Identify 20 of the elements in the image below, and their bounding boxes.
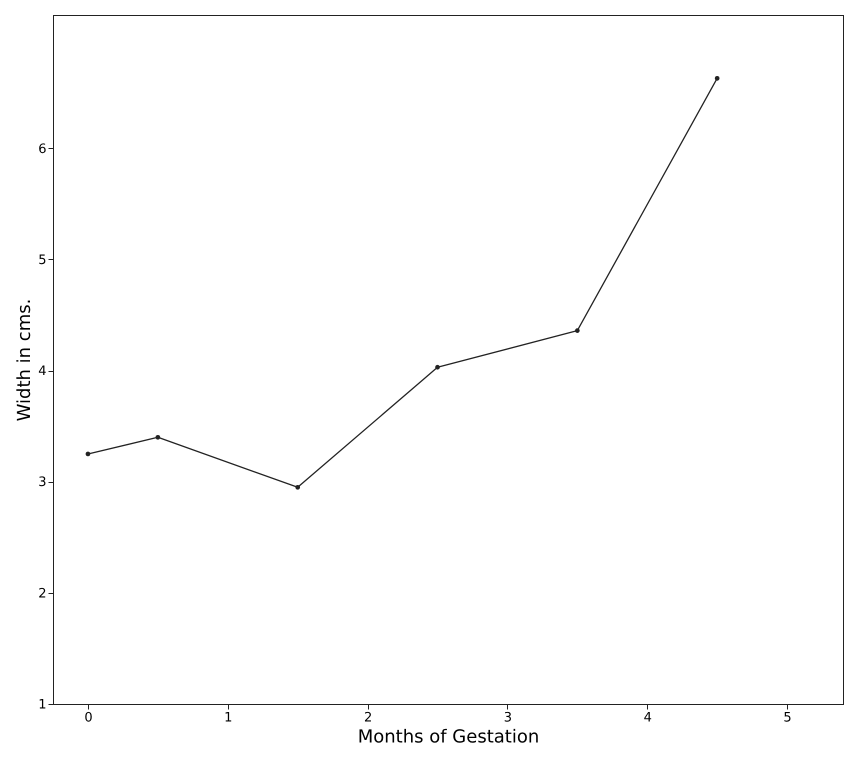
y-tick-label: 4 bbox=[38, 364, 46, 380]
point bbox=[156, 434, 160, 440]
point bbox=[86, 452, 90, 456]
point bbox=[574, 328, 580, 333]
x-tick-label: 4 bbox=[644, 710, 652, 726]
x-tick-label: 2 bbox=[364, 710, 372, 726]
x-tick-label: 5 bbox=[783, 710, 792, 726]
point bbox=[435, 364, 440, 370]
point bbox=[295, 484, 300, 490]
y-tick-label: 2 bbox=[38, 586, 46, 602]
y-tick-label: 5 bbox=[38, 252, 46, 268]
x-tick-label: 3 bbox=[504, 710, 512, 726]
point bbox=[714, 76, 720, 81]
x-axis-title: Months of Gestation bbox=[358, 726, 540, 748]
y-tick-label: 6 bbox=[38, 142, 46, 157]
y-tick-label: 3 bbox=[38, 475, 46, 490]
x-tick-label: 0 bbox=[84, 710, 93, 726]
y-tick-label: 1 bbox=[38, 698, 46, 712]
x-tick-label: 1 bbox=[224, 710, 232, 726]
y-axis-title: Width in cms. bbox=[14, 298, 36, 422]
